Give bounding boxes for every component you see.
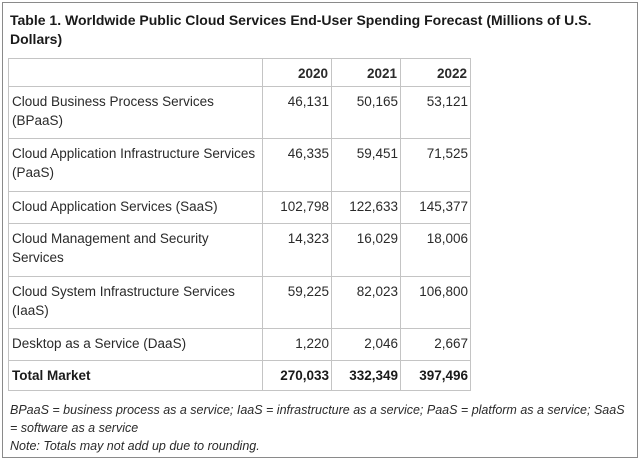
cell-2022: 71,525 [400, 138, 471, 192]
cell-2021: 59,451 [331, 138, 401, 192]
cell-2020: 14,323 [262, 223, 332, 277]
total-row: Total Market 270,033 332,349 397,496 [8, 360, 471, 391]
table-row: Cloud Application Infrastructure Service… [8, 138, 471, 192]
row-label: Cloud System Infrastructure Services (Ia… [8, 276, 263, 329]
table-row: Desktop as a Service (DaaS) 1,220 2,046 … [8, 328, 471, 361]
cell-2022: 2,667 [400, 328, 471, 361]
abbreviation-definitions: BPaaS = business process as a service; I… [10, 403, 625, 435]
cell-2022: 53,121 [400, 86, 471, 139]
rounding-note: Note: Totals may not add up due to round… [10, 439, 260, 453]
header-2021: 2021 [331, 58, 401, 87]
cell-2021: 50,165 [331, 86, 401, 139]
row-label: Cloud Application Services (SaaS) [8, 191, 263, 224]
cell-2022: 106,800 [400, 276, 471, 329]
total-label: Total Market [8, 360, 263, 391]
cell-2022: 145,377 [400, 191, 471, 224]
table-title: Table 1. Worldwide Public Cloud Services… [10, 12, 592, 47]
table-row: Cloud Application Services (SaaS) 102,79… [8, 191, 471, 224]
total-2022: 397,496 [400, 360, 471, 391]
header-corner [8, 58, 263, 87]
header-2022: 2022 [400, 58, 471, 87]
footnotes: BPaaS = business process as a service; I… [10, 401, 634, 455]
header-2020: 2020 [262, 58, 332, 87]
cell-2020: 59,225 [262, 276, 332, 329]
cell-2021: 2,046 [331, 328, 401, 361]
cell-2021: 82,023 [331, 276, 401, 329]
table-row: Cloud System Infrastructure Services (Ia… [8, 276, 471, 329]
cell-2021: 122,633 [331, 191, 401, 224]
spending-forecast-table: 2020 2021 2022 Cloud Business Process Se… [8, 58, 471, 391]
cell-2022: 18,006 [400, 223, 471, 277]
row-label: Cloud Business Process Services (BPaaS) [8, 86, 263, 139]
cell-2020: 46,335 [262, 138, 332, 192]
row-label: Cloud Management and Security Services [8, 223, 263, 277]
row-label: Desktop as a Service (DaaS) [8, 328, 263, 361]
row-label: Cloud Application Infrastructure Service… [8, 138, 263, 192]
cell-2020: 102,798 [262, 191, 332, 224]
cell-2020: 1,220 [262, 328, 332, 361]
table-header-row: 2020 2021 2022 [8, 58, 471, 87]
table-row: Cloud Business Process Services (BPaaS) … [8, 86, 471, 139]
table-row: Cloud Management and Security Services 1… [8, 223, 471, 277]
cell-2020: 46,131 [262, 86, 332, 139]
cell-2021: 16,029 [331, 223, 401, 277]
total-2021: 332,349 [331, 360, 401, 391]
total-2020: 270,033 [262, 360, 332, 391]
document-frame [2, 2, 638, 458]
